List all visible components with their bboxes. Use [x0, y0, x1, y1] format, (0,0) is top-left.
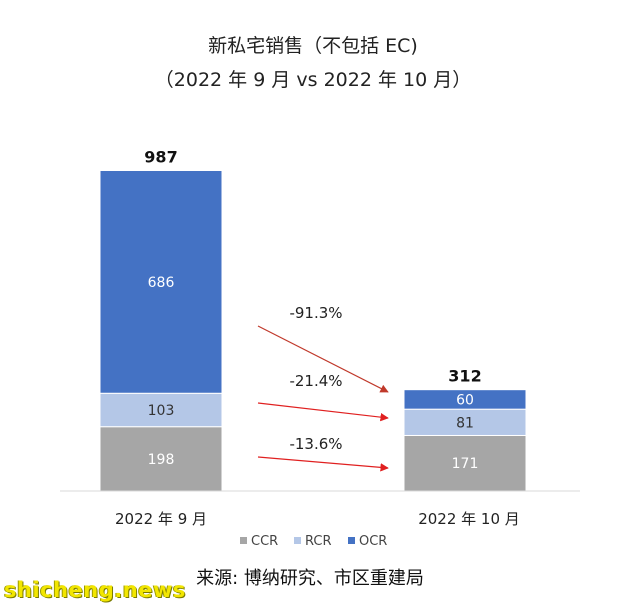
- change-arrow-ccr: [257, 456, 389, 472]
- legend-swatch-ocr: [348, 537, 355, 544]
- watermark-logo: shicheng.news: [4, 578, 186, 602]
- legend-label-rcr: RCR: [305, 534, 332, 549]
- data-label-rcr-2: 81: [456, 415, 474, 431]
- x-tick-label-2: 2022 年 10 月: [418, 510, 520, 528]
- legend-label-ccr: CCR: [251, 534, 278, 549]
- change-label-ccr: -13.6%: [289, 435, 342, 453]
- bar-segment-ocr-2: [403, 389, 527, 410]
- change-label-ocr: -91.3%: [289, 304, 342, 322]
- bar-segment-rcr-2: [403, 408, 527, 436]
- data-label-ccr-1: 198: [148, 452, 175, 468]
- data-label-ocr-2: 60: [456, 392, 474, 408]
- chart-title: 新私宅销售（不包括 EC): [208, 35, 418, 57]
- bar-segment-ccr-2: [403, 434, 527, 492]
- data-label-ocr-1: 686: [148, 275, 175, 291]
- source-note: 来源: 博纳研究、市区重建局: [196, 568, 424, 589]
- change-arrows-group: -91.3% -21.4% -13.6%: [257, 304, 389, 472]
- legend-swatch-rcr: [294, 537, 301, 544]
- bars-group: 198 103 686 987 171 81 60 312: [99, 148, 527, 492]
- bar-segment-ocr-1: [99, 170, 223, 394]
- chart-subtitle: （2022 年 9 月 vs 2022 年 10 月）: [155, 69, 471, 91]
- x-tick-labels: 2022 年 9 月 2022 年 10 月: [115, 510, 520, 528]
- legend-swatch-ccr: [240, 537, 247, 544]
- legend: CCR RCR OCR: [240, 534, 387, 549]
- total-label-1: 987: [144, 148, 177, 167]
- change-arrow-rcr: [257, 402, 389, 422]
- data-label-ccr-2: 171: [452, 456, 479, 472]
- bar-segment-rcr-1: [99, 392, 223, 428]
- x-tick-label-1: 2022 年 9 月: [115, 510, 207, 528]
- change-label-rcr: -21.4%: [289, 372, 342, 390]
- data-label-rcr-1: 103: [148, 403, 175, 419]
- change-arrow-ocr: [257, 325, 389, 393]
- legend-label-ocr: OCR: [359, 534, 387, 549]
- total-label-2: 312: [448, 367, 481, 386]
- bar-segment-ccr-1: [99, 426, 223, 492]
